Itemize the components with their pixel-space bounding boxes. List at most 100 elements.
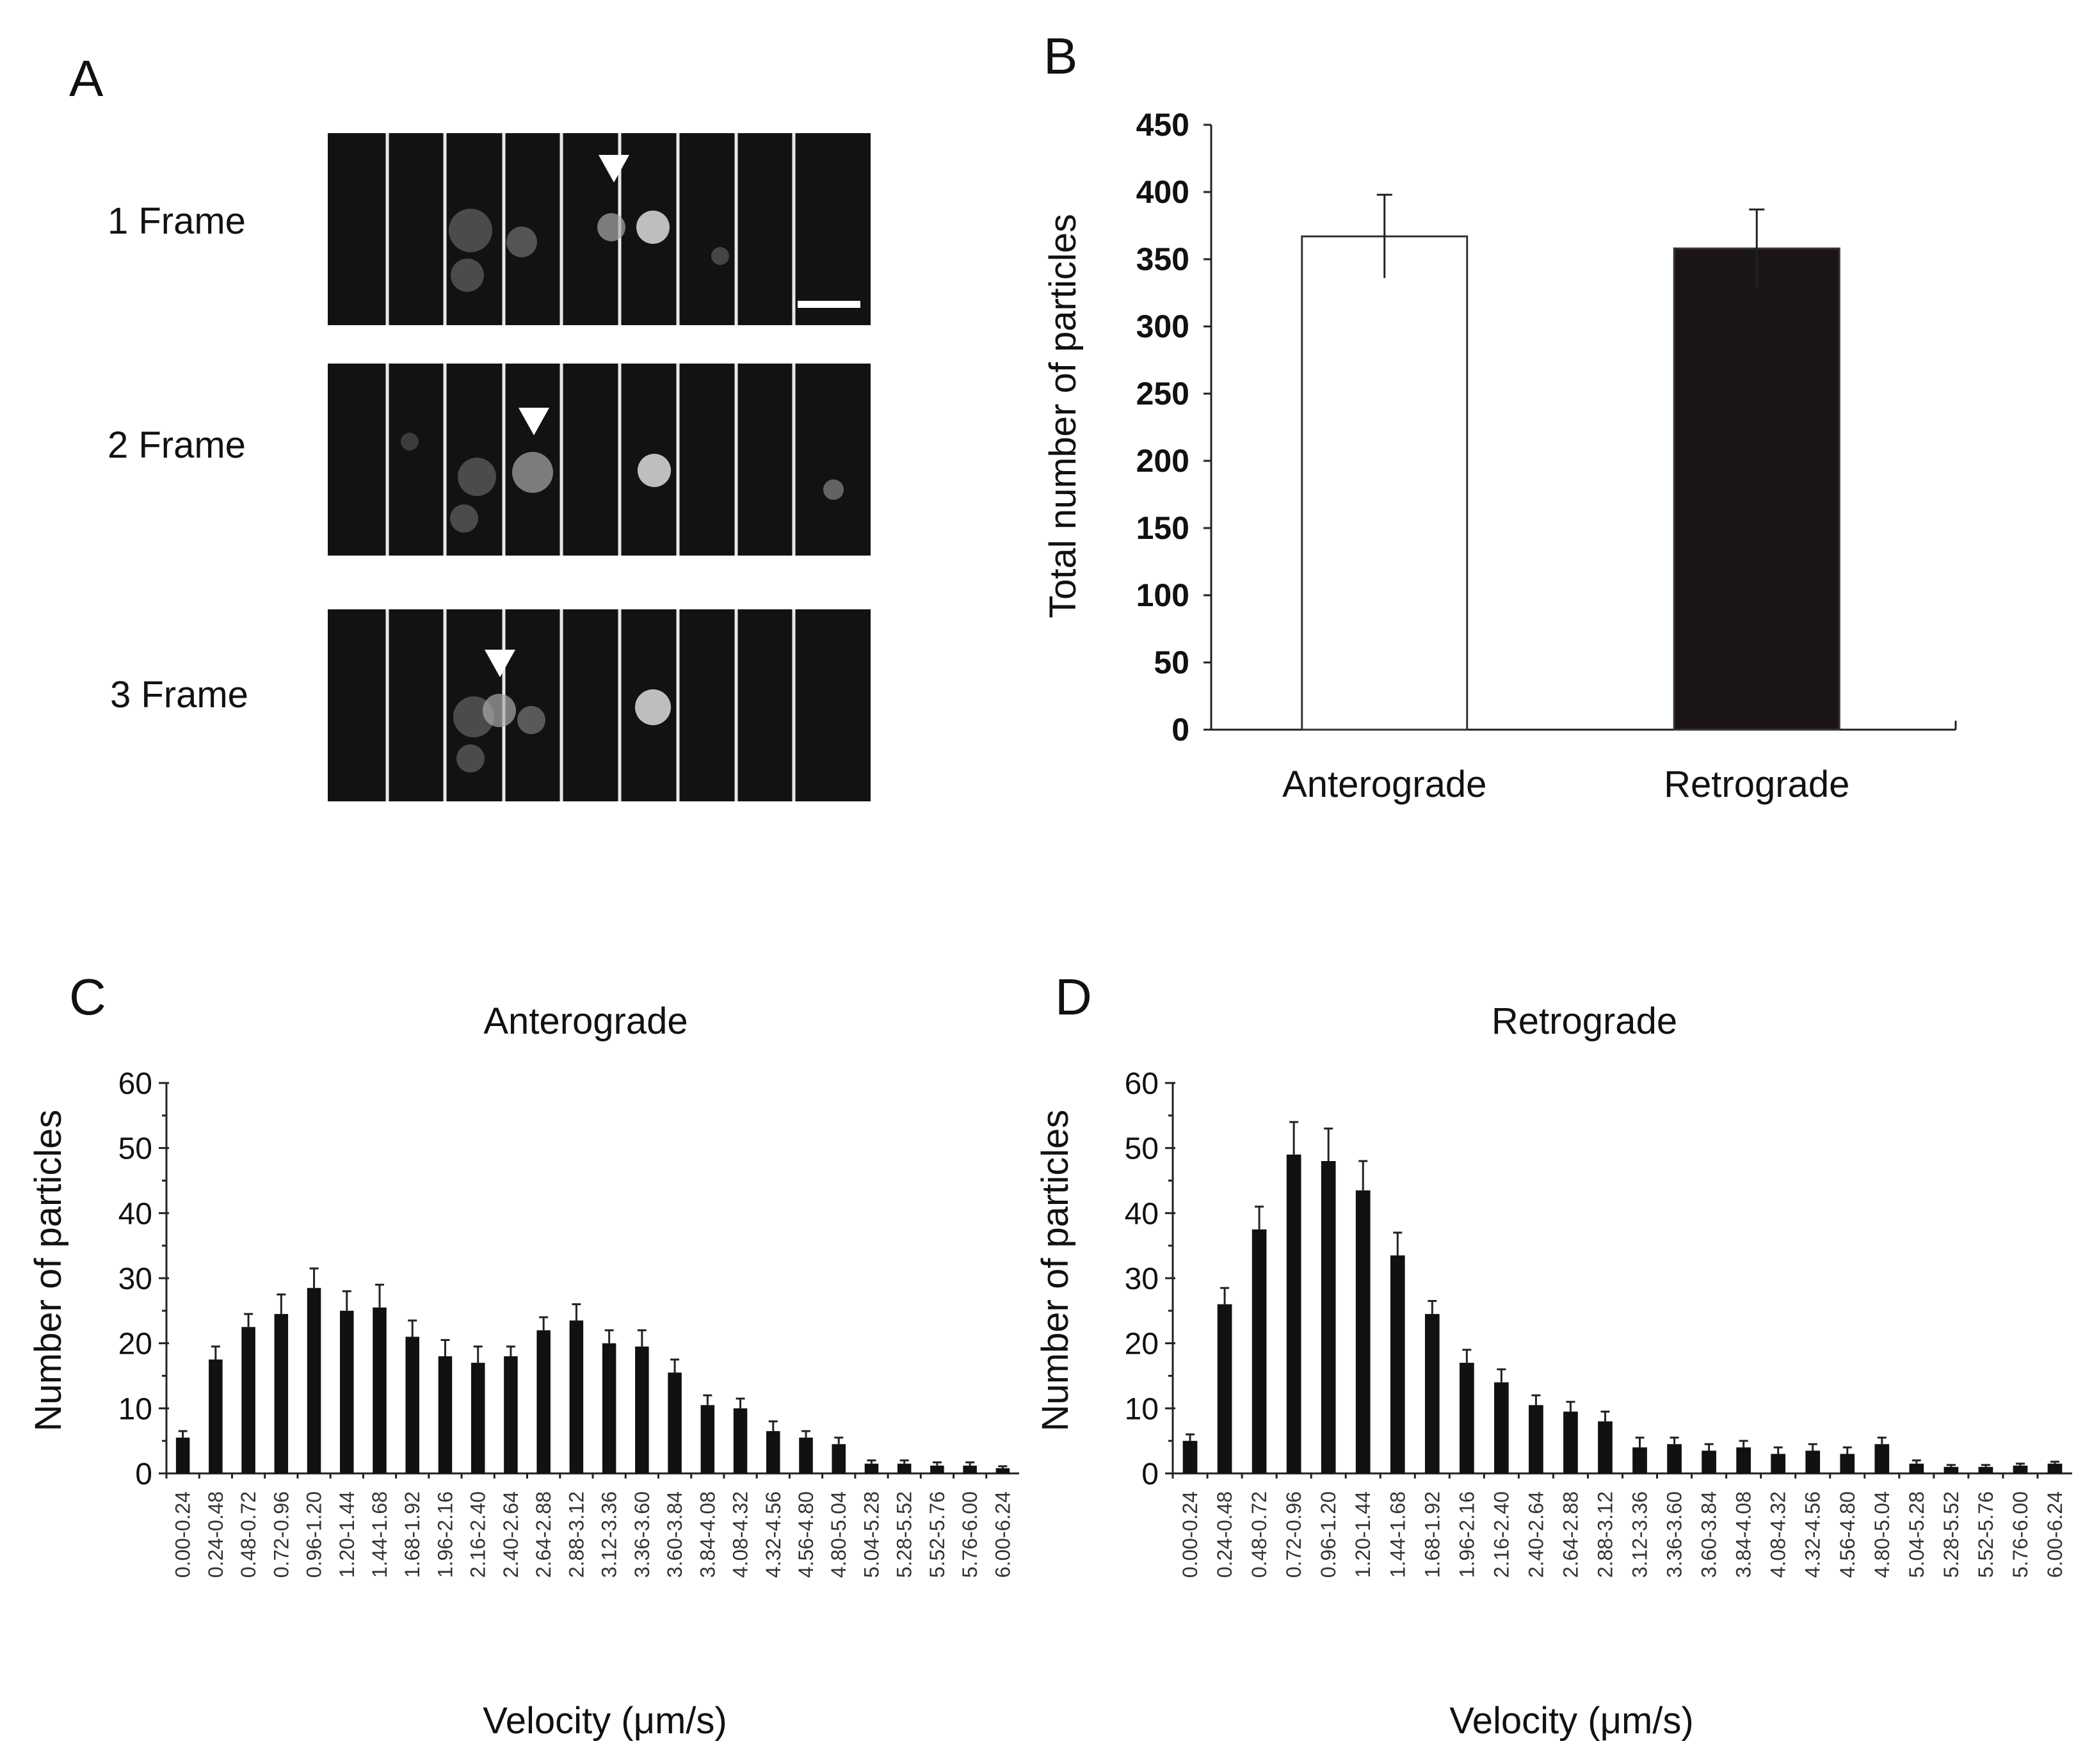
chart-c-bin-label: 3.12-3.36 [598,1491,621,1578]
chart-d-bar [1355,1190,1371,1473]
chart-d-bin-label: 3.36-3.60 [1663,1491,1686,1578]
chart-c-bar [307,1288,321,1473]
chart-d-bin-label: 2.64-2.88 [1559,1491,1582,1578]
chart-c-bin-label: 5.28-5.52 [893,1491,916,1578]
chart-c-bin-label: 1.68-1.92 [401,1491,424,1578]
chart-d-bin-label: 5.04-5.28 [1905,1491,1928,1578]
chart-c-bar [405,1336,419,1473]
chart-d-bin-label: 0.72-0.96 [1282,1491,1305,1578]
chart-c-title: Anterograde [483,1000,688,1042]
chart-c-bin-label: 3.60-3.84 [663,1491,686,1578]
chart-c-bar [995,1468,1010,1473]
chart-d-bin-label: 0.48-0.72 [1248,1491,1271,1578]
chart-c-bar [504,1356,518,1473]
chart-d-bar [1563,1411,1578,1473]
chart-b-y-tick-label: 400 [1136,174,1189,210]
chart-c-bar [700,1405,715,1473]
chart-c-bar [373,1307,387,1473]
chart-d-bar [1771,1454,1786,1473]
chart-c-bar [864,1463,879,1473]
frame-strip-1 [328,133,871,325]
chart-c-bin-label: 1.20-1.44 [335,1491,358,1578]
chart-d-bar [1978,1466,1993,1473]
chart-d-bar [1944,1466,1959,1473]
chart-c-bar [799,1438,813,1473]
chart-d-bin-label: 6.00-6.24 [2043,1491,2066,1578]
chart-d-bin-label: 5.52-5.76 [1974,1491,1997,1578]
chart-c-bin-label: 0.00-0.24 [172,1491,195,1578]
chart-d-y-tick-label: 20 [1125,1327,1159,1361]
chart-d-bin-label: 1.20-1.44 [1351,1491,1374,1578]
arrowhead-icon [599,155,629,182]
chart-c-bin-label: 1.96-2.16 [433,1491,456,1578]
frame-label-1: 1 Frame [108,200,246,242]
frame-strip-3 [328,609,871,801]
chart-d-bar [1390,1255,1405,1473]
chart-b-bar [1301,235,1469,731]
chart-b-y-tick-label: 200 [1136,443,1189,479]
chart-b-y-tick-label: 0 [1171,712,1189,748]
frame-label-3: 3 Frame [110,674,248,716]
chart-d-bar [2047,1463,2063,1473]
chart-d-bin-label: 2.40-2.64 [1524,1491,1547,1578]
chart-d-bar [1667,1444,1682,1473]
chart-d-bar [1321,1161,1336,1473]
chart-c-bin-label: 4.08-4.32 [729,1491,752,1578]
chart-b-y-tick-label: 300 [1136,309,1189,344]
chart-d-bar [1182,1441,1198,1473]
chart-d: 0 10 20 30 40 50 60 0.00-0.24 0.24-0.48 0.48-0.72… [1125,1067,2072,1578]
panel-b: B 0 50 100 150 200 250 300 350 400 450 Anterograde… [1042,28,1957,805]
chart-c-bar [175,1438,190,1473]
chart-c-bar [471,1363,485,1473]
chart-d-bar [1874,1444,1890,1473]
chart-c-y-tick-label: 20 [118,1327,152,1361]
chart-d-bin-label: 1.68-1.92 [1421,1491,1444,1578]
chart-d-bar [1805,1450,1821,1473]
chart-c-x-axis-title: Velocity (μm/s) [483,1700,727,1742]
chart-d-bar [1909,1463,1924,1473]
chart-d-bar [1459,1363,1474,1473]
chart-c-bin-label: 2.40-2.64 [499,1491,522,1578]
chart-d-bin-label: 2.16-2.40 [1490,1491,1513,1578]
chart-c-bin-label: 2.88-3.12 [565,1491,588,1578]
chart-d-bin-label: 4.80-5.04 [1871,1491,1894,1578]
chart-c-bin-label: 5.76-6.00 [958,1491,981,1578]
chart-c-bar [274,1313,289,1473]
chart-d-bin-label: 4.08-4.32 [1767,1491,1790,1578]
chart-c-bin-label: 4.80-5.04 [827,1491,850,1578]
chart-d-bin-label: 3.12-3.36 [1629,1491,1652,1578]
chart-b-y-tick-label: 350 [1136,241,1189,277]
chart-d-bin-label: 0.00-0.24 [1179,1491,1202,1578]
chart-c-bar [635,1346,649,1473]
chart-c-bar [668,1372,682,1473]
chart-d-bar [1217,1304,1232,1473]
chart-b: 0 50 100 150 200 250 300 350 400 450 Anterograde Re… [1136,107,1957,805]
panel-c: C Anterograde 0 10 20 30 40 50 60 0.00-0.24 0.24… [28,968,1019,1742]
chart-d-bar [1252,1229,1267,1473]
chart-c-bin-label: 2.16-2.40 [467,1491,490,1578]
chart-c-y-axis-title: Number of particles [28,1110,69,1432]
chart-d-y-tick-label: 50 [1125,1132,1159,1166]
chart-c-bin-label: 1.44-1.68 [368,1491,391,1578]
panel-d-letter: D [1055,968,1092,1025]
chart-c-bar [209,1359,223,1473]
chart-c-bar [832,1444,846,1473]
chart-d-bin-label: 3.84-4.08 [1732,1491,1755,1578]
chart-d-bar [1598,1421,1613,1473]
chart-d-bin-label: 0.96-1.20 [1317,1491,1340,1578]
chart-c-bin-label: 4.32-4.56 [762,1491,785,1578]
chart-c-bar [340,1310,354,1473]
chart-b-bar [1673,247,1840,731]
chart-c-bin-label: 0.72-0.96 [270,1491,293,1578]
chart-d-bar [2013,1465,2028,1473]
scale-bar-icon [798,301,860,308]
panel-d: D Retrograde 0 10 20 30 40 50 60 0.00-0.24 0.24-… [1034,968,2072,1742]
chart-c-bin-label: 0.96-1.20 [303,1491,326,1578]
chart-b-y-axis-title: Total number of particles [1042,214,1084,618]
chart-c-bin-label: 6.00-6.24 [991,1491,1014,1578]
chart-b-y-tick-label: 450 [1136,107,1189,143]
chart-d-bin-label: 0.24-0.48 [1213,1491,1236,1578]
chart-d-y-tick-label: 60 [1125,1067,1159,1101]
chart-c-bar [766,1431,780,1473]
